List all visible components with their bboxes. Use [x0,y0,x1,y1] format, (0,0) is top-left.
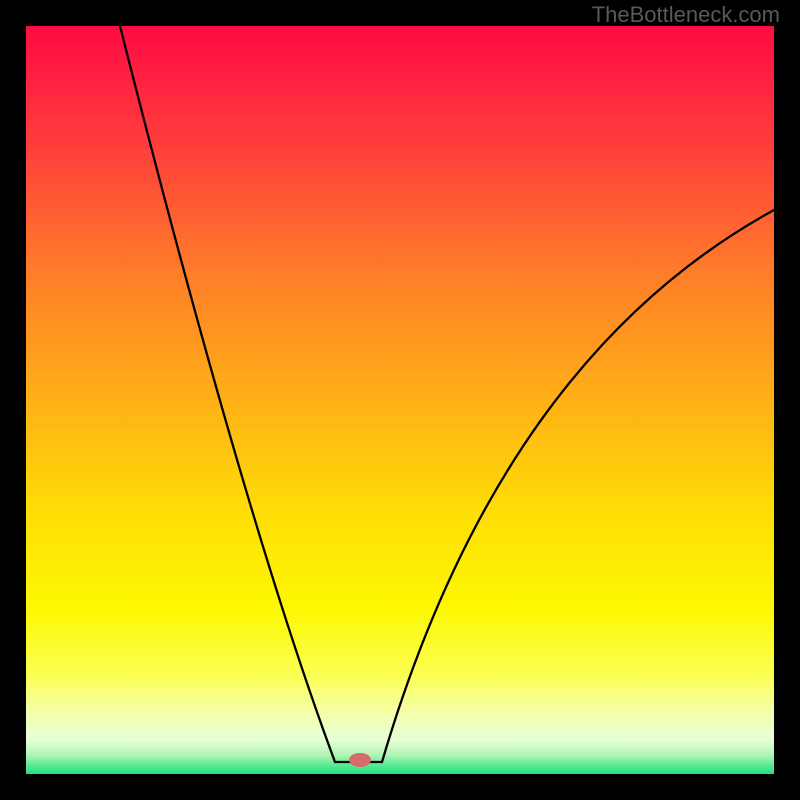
watermark-text: TheBottleneck.com [592,2,780,28]
minimum-marker [349,753,371,767]
chart-svg [0,0,800,800]
gradient-panel [26,26,774,774]
chart-root: TheBottleneck.com [0,0,800,800]
